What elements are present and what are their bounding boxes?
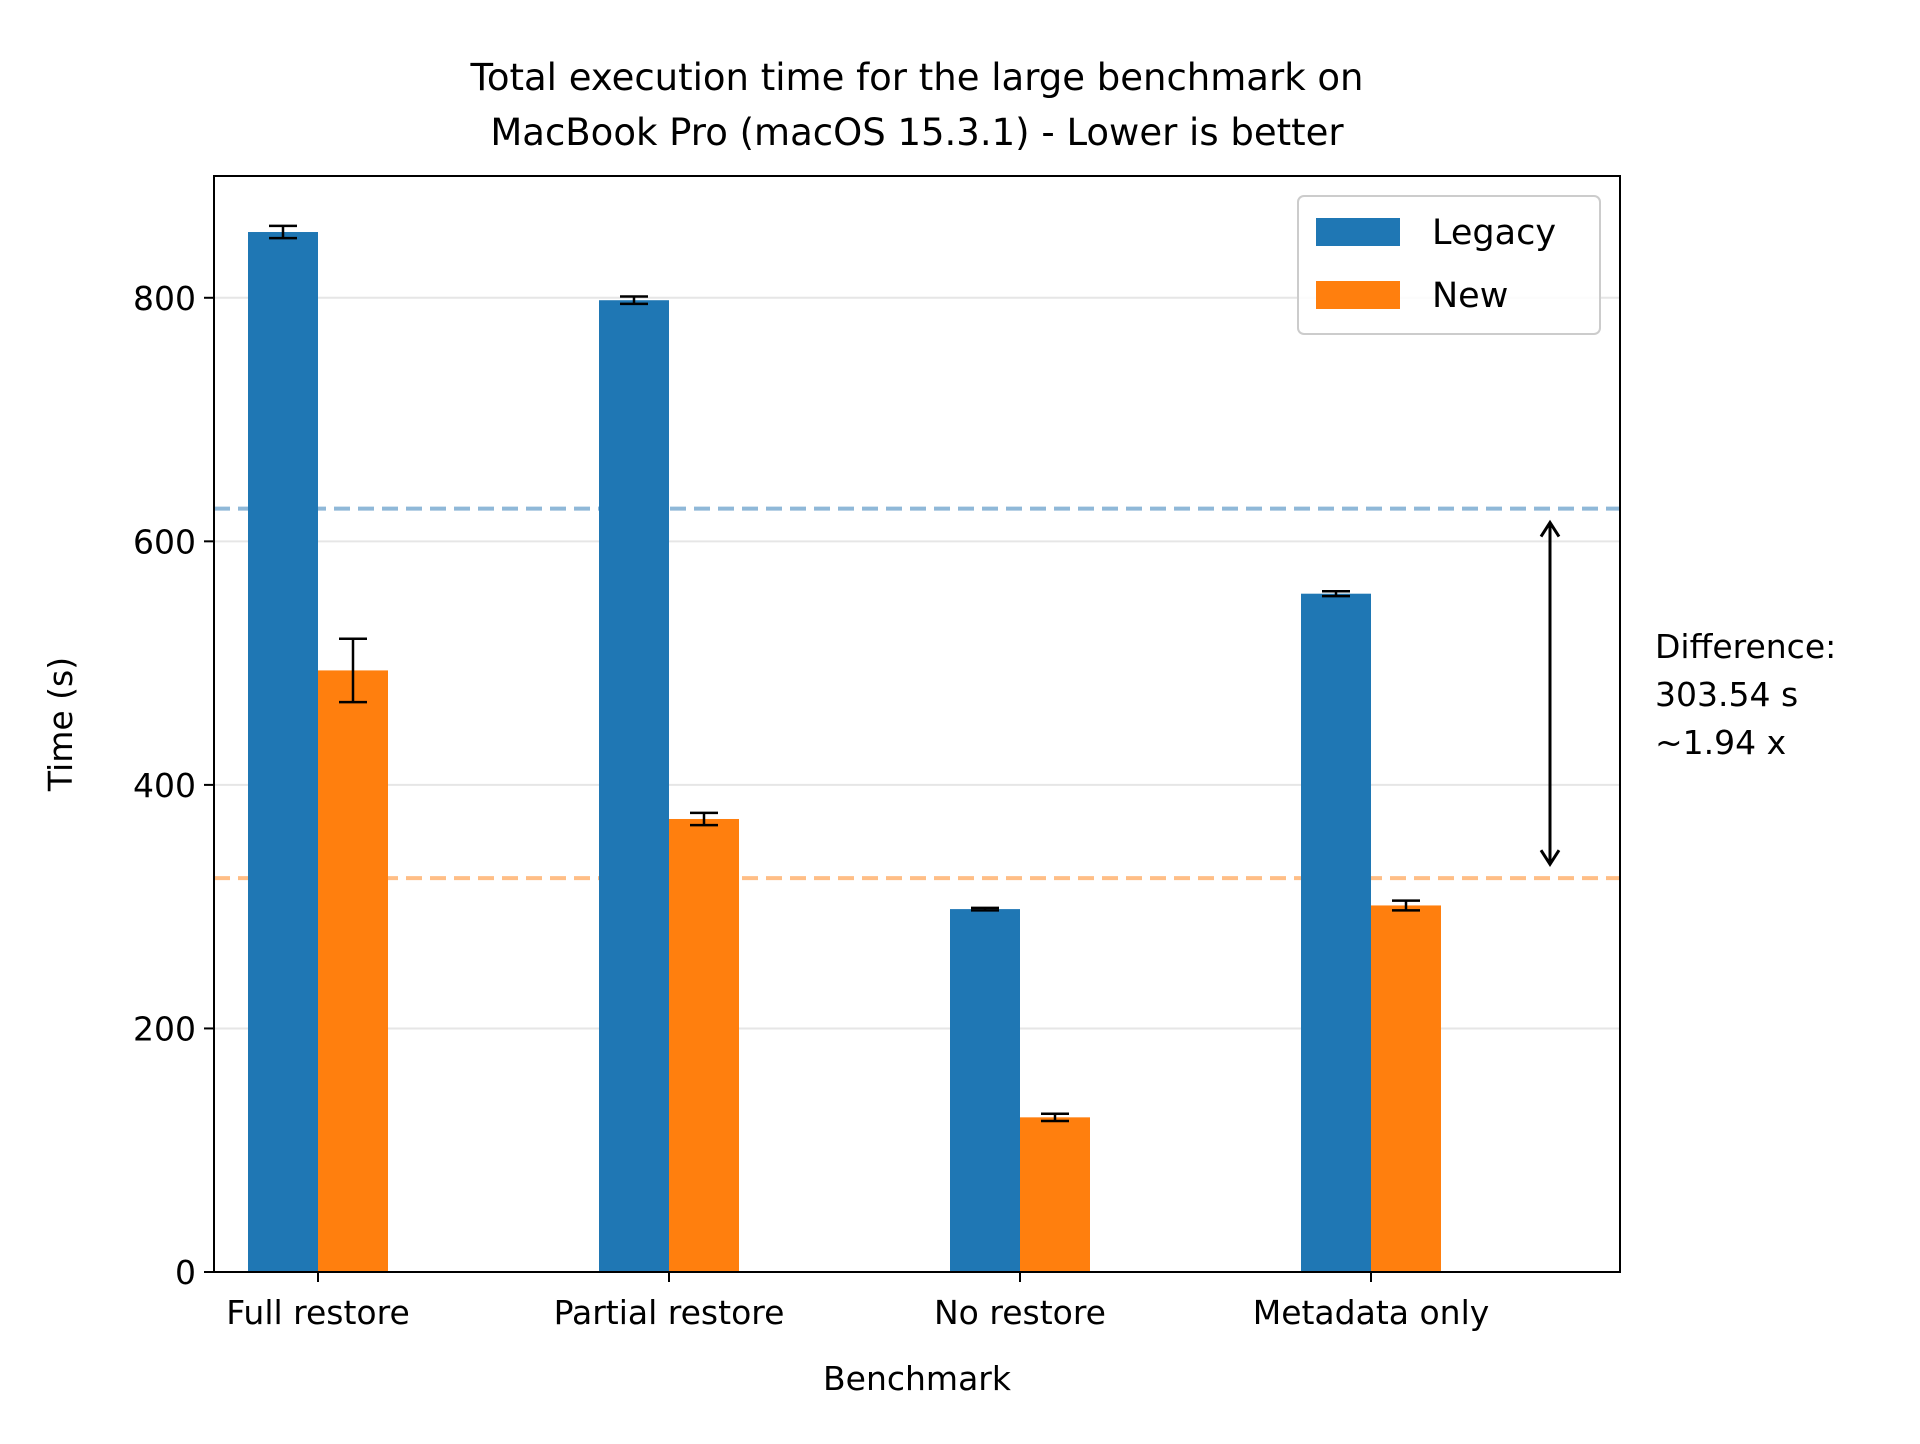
- x-tick-label: Metadata only: [1253, 1293, 1490, 1332]
- y-tick-label: 400: [133, 766, 196, 805]
- chart-title-line: Total execution time for the large bench…: [470, 56, 1364, 99]
- y-tick-label: 0: [175, 1253, 196, 1292]
- legend-swatch-legacy: [1316, 218, 1400, 246]
- bars-layer: [248, 232, 1441, 1272]
- bar-new: [318, 670, 388, 1272]
- bar-legacy: [248, 232, 318, 1272]
- legend-label-new: New: [1432, 276, 1508, 316]
- x-axis-label: Benchmark: [823, 1359, 1012, 1398]
- bar-new: [1020, 1117, 1090, 1272]
- y-axis-label: Time (s): [41, 657, 80, 792]
- bar-new: [1371, 905, 1441, 1272]
- reference-lines-layer: [214, 506, 1620, 881]
- axes-layer: 0 200 400 600 800 Full restore Partial restore…: [133, 279, 1489, 1332]
- error-bars-layer: [269, 224, 1420, 1123]
- bar-legacy: [599, 300, 669, 1272]
- difference-annotation: Difference: 303.54 s ~1.94 x: [1539, 519, 1836, 867]
- legend-label-legacy: Legacy: [1432, 213, 1556, 253]
- y-tick-label: 600: [133, 522, 196, 561]
- difference-arrow-head-down: [1539, 849, 1561, 867]
- legend-swatch-new: [1316, 281, 1400, 309]
- difference-text-line: ~1.94 x: [1655, 723, 1786, 762]
- difference-arrow-head-up: [1539, 519, 1561, 538]
- chart-title-line: MacBook Pro (macOS 15.3.1) - Lower is be…: [490, 111, 1344, 154]
- difference-text-line: 303.54 s: [1655, 675, 1798, 714]
- x-tick-label: No restore: [934, 1293, 1106, 1332]
- plot-frame: [213, 175, 1621, 1273]
- chart-title: Total execution time for the large bench…: [470, 56, 1364, 154]
- bar-legacy: [950, 909, 1020, 1272]
- x-tick-label: Full restore: [226, 1293, 410, 1332]
- y-tick-label: 800: [133, 279, 196, 318]
- x-tick-label: Partial restore: [554, 1293, 785, 1332]
- bar-new: [669, 818, 739, 1272]
- legend: Legacy New: [1297, 195, 1601, 335]
- bar-legacy: [1301, 593, 1371, 1272]
- y-tick-label: 200: [133, 1009, 196, 1048]
- difference-text-line: Difference:: [1655, 627, 1836, 666]
